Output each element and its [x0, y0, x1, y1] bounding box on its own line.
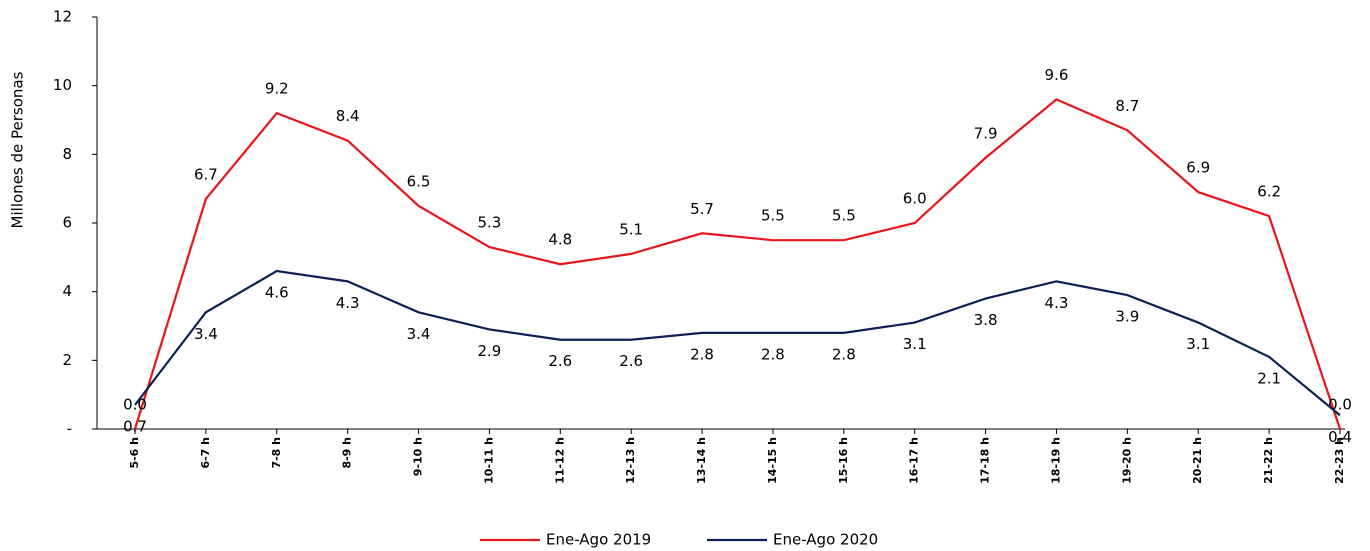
data-label: 6.5	[407, 172, 431, 190]
data-label: 3.9	[1115, 308, 1139, 326]
data-label: 3.4	[194, 325, 218, 343]
data-label: 4.6	[265, 284, 289, 302]
data-label: 2.6	[619, 352, 643, 370]
y-tick-label: 10	[53, 76, 72, 94]
x-tick-label: 11-12 h	[553, 437, 566, 484]
data-label: 4.3	[1045, 294, 1069, 312]
data-label: 6.2	[1257, 183, 1281, 201]
x-tick-label: 5-6 h	[128, 437, 141, 469]
data-label: 0.4	[1328, 428, 1352, 446]
x-tick-label: 17-18 h	[979, 437, 992, 484]
x-tick-label: 15-16 h	[837, 437, 850, 484]
data-label: 2.8	[832, 345, 856, 363]
y-tick-label: -	[67, 420, 72, 438]
x-tick-label: 12-13 h	[624, 437, 637, 484]
data-label: 4.8	[548, 231, 572, 249]
series-line	[134, 269, 1341, 417]
data-label: 2.9	[477, 342, 501, 360]
x-tick-label: 16-17 h	[908, 437, 921, 484]
data-label: 5.5	[761, 207, 785, 225]
data-label: 3.8	[974, 311, 998, 329]
series-line	[133, 98, 1342, 430]
x-tick-label: 14-15 h	[766, 437, 779, 484]
data-label: 8.7	[1115, 97, 1139, 115]
x-tick-label: 21-22 h	[1262, 437, 1275, 484]
data-label: 2.8	[761, 345, 785, 363]
x-tick-label: 6-7 h	[199, 437, 212, 469]
data-label: 6.0	[903, 190, 927, 208]
x-tick-label: 10-11 h	[482, 437, 495, 484]
data-label: 8.4	[336, 107, 360, 125]
data-label: 4.3	[336, 294, 360, 312]
data-label: 2.1	[1257, 369, 1281, 387]
legend-label: Ene-Ago 2019	[546, 531, 651, 549]
y-tick-label: 2	[62, 351, 72, 369]
y-tick-label: 8	[62, 145, 72, 163]
x-tick-label: 20-21 h	[1191, 437, 1204, 484]
y-tick-label: 12	[53, 8, 72, 26]
x-tick-label: 8-9 h	[341, 437, 354, 469]
data-label: 5.3	[477, 214, 501, 232]
y-axis-label: Millones de Personas	[9, 71, 27, 228]
x-tick-label: 7-8 h	[270, 437, 283, 469]
data-label: 6.9	[1186, 159, 1210, 177]
data-label: 5.7	[690, 200, 714, 218]
x-tick-label: 13-14 h	[695, 437, 708, 484]
data-label: 0.7	[123, 417, 147, 435]
y-tick-label: 4	[62, 282, 72, 300]
data-label: 5.1	[619, 220, 643, 238]
data-label: 5.5	[832, 207, 856, 225]
x-tick-label: 18-19 h	[1049, 437, 1062, 484]
data-label: 3.4	[407, 325, 431, 343]
x-tick-label: 19-20 h	[1120, 437, 1133, 484]
y-tick-label: 6	[62, 214, 72, 232]
data-label: 3.1	[1186, 335, 1210, 353]
data-label: 9.6	[1045, 66, 1069, 84]
data-label: 7.9	[974, 124, 998, 142]
data-label: 0.0	[1328, 396, 1352, 414]
x-tick-label: 22-23 h	[1333, 437, 1346, 484]
data-label: 6.7	[194, 165, 218, 183]
data-label: 2.8	[690, 345, 714, 363]
data-label: 2.6	[548, 352, 572, 370]
legend-label: Ene-Ago 2020	[773, 531, 878, 549]
x-tick-label: 9-10 h	[412, 437, 425, 476]
data-label: 9.2	[265, 80, 289, 98]
data-label: 3.1	[903, 335, 927, 353]
